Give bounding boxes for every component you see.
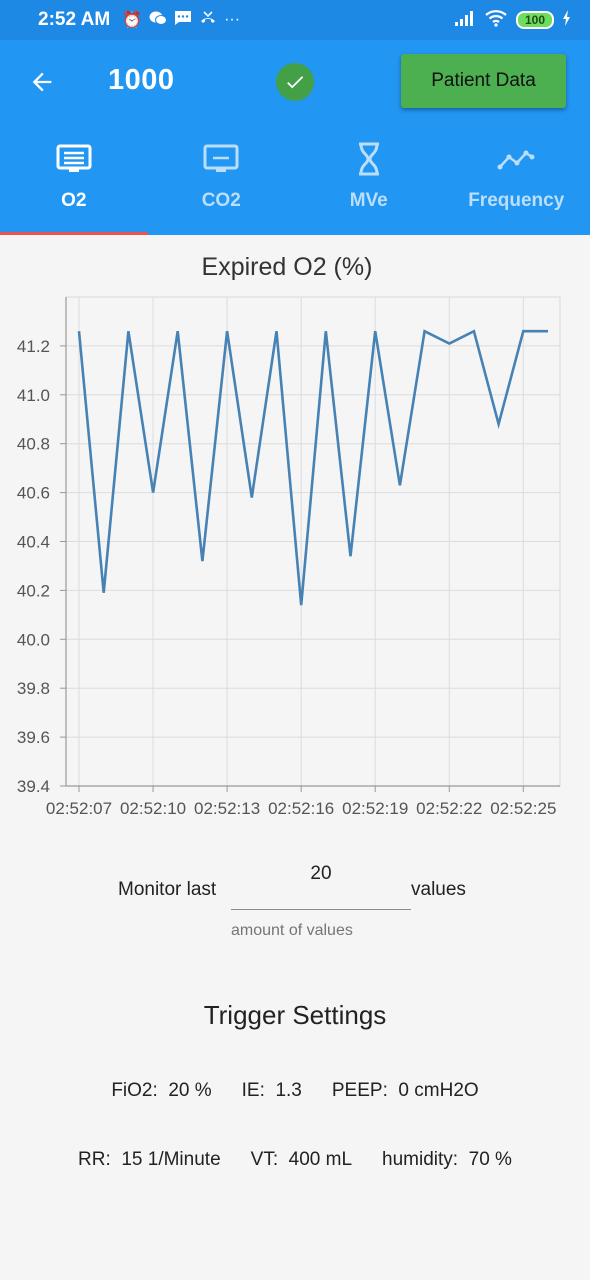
tab-mve[interactable]: MVe — [295, 128, 443, 235]
trigger-settings-title: Trigger Settings — [203, 1000, 387, 1030]
setting-value: 400 mL — [288, 1149, 353, 1170]
setting-humidity: humidity: 70 % — [382, 1149, 512, 1171]
y-tick-label: 40.2 — [17, 581, 50, 600]
charging-icon — [562, 9, 572, 31]
setting-label: VT: — [250, 1149, 279, 1170]
battery-icon: 100 — [516, 11, 554, 29]
input-helper-text: amount of values — [231, 922, 353, 939]
setting-vt: VT: 400 mL — [251, 1149, 352, 1171]
tab-bar: O2 CO2 MVe Frequency — [0, 128, 590, 235]
tab-label: O2 — [61, 190, 87, 211]
chart-svg: Expired O2 (%) 39.4 39.6 39.8 40.0 40.2 40.4 40… — [17, 253, 561, 818]
wechat-icon — [149, 10, 168, 31]
x-tick-label: 02:52:19 — [342, 799, 408, 818]
x-tick-label: 02:52:16 — [268, 799, 334, 818]
hourglass-icon — [355, 142, 383, 176]
setting-rr: RR: 15 1/Minute — [78, 1149, 221, 1171]
connected-status-icon — [276, 63, 314, 101]
trend-icon — [497, 142, 535, 176]
app-bar: 1000 Patient Data — [0, 40, 590, 128]
page-title: 1000 — [108, 64, 175, 96]
y-tick-label: 40.4 — [17, 533, 50, 552]
display-icon — [203, 142, 239, 176]
tab-label: Frequency — [468, 190, 565, 211]
status-bar: 2:52 AM ⏰ ··· 100 — [0, 0, 590, 40]
setting-peep: PEEP: 0 cmH2O — [332, 1080, 479, 1102]
chart-title: Expired O2 (%) — [202, 253, 373, 281]
y-tick-label: 39.4 — [17, 777, 50, 796]
setting-label: PEEP: — [331, 1080, 388, 1101]
x-tick-label: 02:52:22 — [416, 799, 482, 818]
setting-label: IE: — [241, 1080, 265, 1101]
wifi-icon — [484, 9, 508, 32]
signal-icon — [454, 10, 476, 31]
x-tick-label: 02:52:10 — [120, 799, 186, 818]
monitor-control: Monitor last values amount of values — [0, 850, 590, 950]
amount-of-values-input[interactable] — [231, 858, 411, 910]
x-tick-label: 02:52:25 — [490, 799, 556, 818]
setting-value: 1.3 — [275, 1080, 302, 1101]
tab-o2[interactable]: O2 — [0, 128, 148, 235]
x-tick-label: 02:52:07 — [46, 799, 112, 818]
setting-label: FiO2: — [111, 1080, 158, 1101]
y-tick-label: 40.8 — [17, 435, 50, 454]
setting-value: 20 % — [168, 1080, 212, 1101]
more-icon: ··· — [224, 11, 241, 28]
tab-co2[interactable]: CO2 — [148, 128, 296, 235]
setting-ie: IE: 1.3 — [242, 1080, 302, 1102]
setting-label: humidity: — [382, 1149, 459, 1170]
y-tick-label: 40.6 — [17, 484, 50, 503]
settings-row-1: FiO2: 20 % IE: 1.3 PEEP: 0 cmH2O — [0, 1080, 590, 1102]
notification-icons: ⏰ ··· — [122, 10, 240, 31]
setting-value: 70 % — [468, 1149, 512, 1170]
monitor-suffix-label: values — [411, 879, 466, 900]
tab-label: MVe — [349, 190, 388, 211]
alarm-icon: ⏰ — [122, 12, 143, 29]
back-button[interactable] — [22, 62, 62, 102]
expired-o2-chart: Expired O2 (%) 39.4 39.6 39.8 40.0 40.2 40.4 40… — [0, 240, 590, 830]
missed-call-icon — [199, 10, 217, 31]
patient-data-button[interactable]: Patient Data — [401, 54, 566, 108]
setting-value: 15 1/Minute — [121, 1149, 221, 1170]
y-tick-label: 39.6 — [17, 728, 50, 747]
monitor-prefix-label: Monitor last — [118, 879, 217, 900]
setting-label: RR: — [78, 1149, 111, 1170]
status-right: 100 — [454, 9, 572, 32]
message-icon — [174, 10, 192, 31]
series-line — [77, 329, 548, 606]
y-tick-label: 40.0 — [17, 630, 50, 649]
y-tick-label: 41.0 — [17, 386, 50, 405]
setting-value: 0 cmH2O — [398, 1080, 479, 1101]
y-tick-label: 41.2 — [17, 337, 50, 356]
tab-label: CO2 — [201, 190, 241, 211]
tab-frequency[interactable]: Frequency — [443, 128, 590, 235]
monitor-icon — [56, 142, 92, 176]
arrow-back-icon — [32, 72, 52, 92]
status-time: 2:52 AM — [38, 9, 111, 30]
x-tick-label: 02:52:13 — [194, 799, 260, 818]
y-tick-label: 39.8 — [17, 679, 50, 698]
settings-row-2: RR: 15 1/Minute VT: 400 mL humidity: 70 % — [0, 1149, 590, 1171]
setting-fio2: FiO2: 20 % — [111, 1080, 211, 1102]
